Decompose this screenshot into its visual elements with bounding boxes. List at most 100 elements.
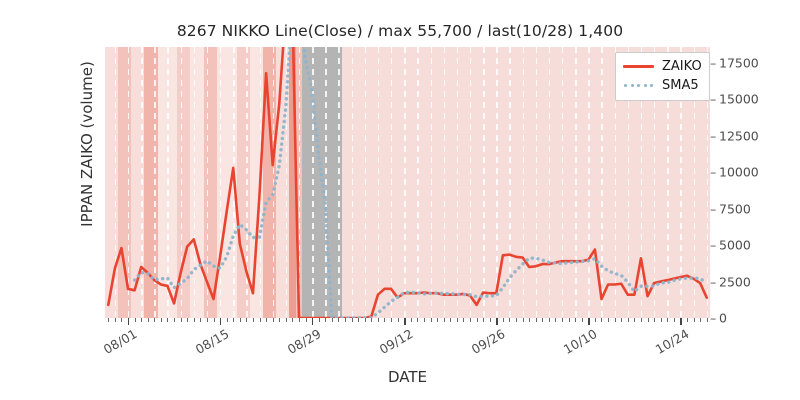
grid-line (325, 47, 327, 318)
x-tick-minor (634, 318, 636, 322)
x-tick-minor (660, 318, 662, 322)
legend-item-zaiko: ZAIKO (623, 57, 702, 76)
grid-line (338, 47, 340, 318)
x-tick-major (680, 318, 682, 325)
x-tick-minor (193, 318, 195, 322)
x-tick-minor (252, 318, 254, 322)
legend-dot (643, 84, 647, 87)
legend-label-sma5: SMA5 (662, 78, 699, 93)
x-tick-minor (693, 318, 695, 322)
y-tick-label: –15000 (710, 92, 759, 107)
y-tick-text: 7500 (719, 201, 751, 217)
grid-line (535, 47, 538, 318)
x-tick-minor (516, 318, 517, 322)
x-tick-minor (489, 318, 491, 322)
x-tick-minor (450, 318, 452, 322)
grid-line (391, 47, 393, 318)
x-tick-minor (206, 318, 208, 322)
x-tick-minor (391, 318, 393, 322)
x-axis-tick-labels: 08/01 08/15 08/29 09/12 09/26 10/10 10/24 (101, 326, 710, 366)
grid-line (351, 47, 353, 318)
x-tick-minor (555, 318, 557, 322)
x-tick-minor (706, 318, 708, 322)
y-tick-mark-icon: – (710, 164, 717, 180)
y-tick-text: 10000 (719, 164, 759, 180)
grid-line (180, 47, 183, 318)
grid-line (588, 47, 590, 318)
x-tick-minor (594, 318, 596, 322)
y-tick-text: 17500 (719, 55, 759, 71)
x-tick-minor (410, 318, 412, 322)
x-tick-minor (667, 318, 669, 322)
x-tick-minor (279, 318, 281, 322)
x-tick-minor (285, 318, 287, 322)
x-tick-minor (121, 318, 123, 322)
grid-line (364, 47, 367, 318)
x-tick-label: 09/26 (469, 326, 508, 358)
grid-line (509, 47, 511, 318)
x-tick-minor (154, 318, 156, 322)
y-tick-mark-icon: – (710, 310, 717, 326)
x-tick-major (220, 318, 222, 325)
x-tick-minor (601, 318, 603, 322)
x-axis-label: DATE (387, 368, 428, 386)
x-tick-label: 08/01 (100, 326, 140, 358)
x-tick-minor (575, 318, 577, 322)
grid-line (298, 47, 301, 318)
grid-line (233, 47, 235, 318)
x-tick-minor (437, 318, 439, 322)
y-tick-text: 5000 (719, 237, 751, 253)
grid-line (272, 47, 275, 318)
grid-line (259, 47, 261, 318)
legend-dot (637, 84, 640, 87)
x-tick-minor (345, 318, 347, 322)
y-tick-text: 2500 (719, 274, 751, 290)
x-tick-minor (384, 318, 386, 322)
x-tick-minor (647, 318, 649, 322)
x-tick-minor (259, 318, 261, 322)
legend-dot (630, 84, 634, 87)
y-tick-label: –10000 (710, 165, 759, 180)
y-tick-label: –7500 (710, 201, 751, 216)
x-tick-minor (180, 318, 182, 322)
x-tick-minor (167, 318, 169, 322)
y-tick-label: –5000 (710, 238, 751, 253)
y-tick-mark-icon: – (710, 128, 717, 144)
grid-line (206, 47, 209, 318)
grid-line (193, 47, 196, 318)
x-tick-minor (147, 318, 149, 322)
grid-line (469, 47, 472, 318)
x-tick-minor (141, 318, 143, 322)
x-tick-minor (114, 318, 116, 322)
x-tick-label: 09/12 (376, 326, 416, 358)
grid-line (312, 47, 314, 318)
x-tick-minor (364, 318, 366, 322)
y-tick-text: 12500 (719, 128, 759, 144)
x-tick-minor (581, 318, 583, 322)
legend-swatch-sma5-icon (623, 80, 654, 92)
grid-line (114, 47, 117, 318)
x-tick-minor (325, 318, 327, 322)
x-tick-minor (614, 318, 616, 322)
x-tick-minor (627, 318, 629, 322)
x-tick-minor (463, 318, 465, 322)
x-tick-minor (200, 318, 202, 322)
x-tick-minor (522, 318, 524, 322)
x-tick-minor (338, 318, 340, 322)
legend-dot (650, 84, 653, 87)
x-tick-minor (213, 318, 215, 322)
y-axis-label: IPPAN ZAIKO (volume) (78, 61, 96, 227)
x-tick-minor (417, 318, 419, 322)
x-tick-minor (568, 318, 570, 322)
x-tick-major (404, 318, 406, 325)
y-tick-label: –0 (710, 311, 727, 326)
y-tick-text: 0 (719, 310, 727, 326)
x-tick-minor (226, 318, 228, 322)
x-tick-minor (134, 318, 136, 322)
x-tick-minor (654, 318, 656, 322)
x-tick-minor (456, 318, 458, 322)
y-tick-label: –17500 (710, 56, 759, 71)
x-tick-minor (509, 318, 511, 322)
y-tick-mark-icon: – (710, 237, 717, 253)
x-tick-minor (621, 318, 623, 322)
